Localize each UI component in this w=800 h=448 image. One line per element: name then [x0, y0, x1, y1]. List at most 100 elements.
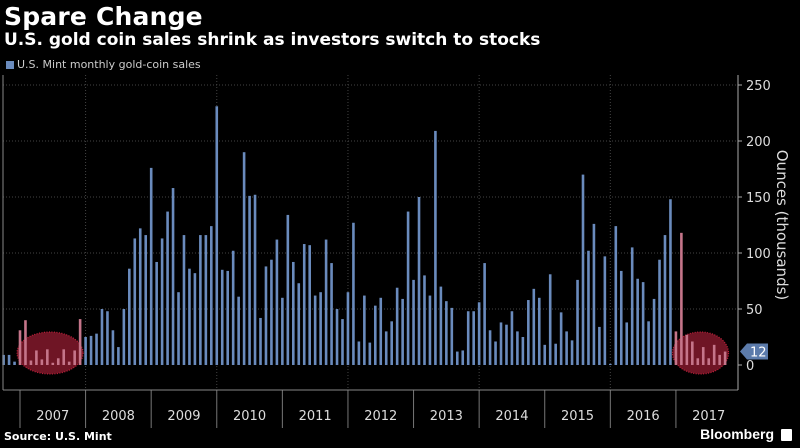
bar — [215, 106, 219, 365]
bar — [390, 321, 393, 365]
bar — [652, 298, 656, 365]
bar — [226, 270, 230, 365]
bar — [292, 261, 295, 365]
bar — [505, 324, 508, 365]
bar — [636, 278, 639, 365]
bar — [395, 287, 399, 365]
bar — [18, 330, 22, 365]
bar — [559, 312, 563, 365]
bar — [625, 322, 629, 365]
bar — [199, 235, 202, 365]
x-tick-label: 2012 — [364, 409, 397, 424]
bar — [62, 349, 66, 365]
bar — [133, 238, 137, 365]
y-tick-label: 200 — [746, 135, 771, 150]
bar — [603, 256, 607, 365]
x-tick-label: 2010 — [233, 409, 266, 424]
bar — [680, 232, 683, 365]
x-tick-label: 2013 — [430, 409, 463, 424]
bar — [516, 331, 519, 365]
bar — [373, 305, 377, 365]
x-tick-label: 2016 — [627, 409, 660, 424]
bar — [619, 270, 623, 365]
bar — [641, 282, 645, 365]
bar — [346, 292, 350, 365]
bar — [384, 331, 388, 365]
bar — [401, 298, 404, 365]
bar — [313, 295, 317, 365]
x-tick-label: 2017 — [692, 409, 725, 424]
y-tick-label: 50 — [746, 303, 763, 318]
legend-swatch — [6, 60, 14, 69]
bar — [297, 283, 301, 365]
bar — [275, 239, 279, 365]
bar — [417, 197, 421, 365]
bar — [89, 335, 93, 365]
legend-label: U.S. Mint monthly gold-coin sales — [17, 58, 201, 71]
y-tick-label: 0 — [746, 359, 754, 374]
bar — [67, 361, 71, 365]
bar — [122, 309, 126, 365]
bar — [696, 358, 700, 365]
bar — [155, 261, 158, 365]
bar — [510, 311, 514, 365]
bar — [537, 297, 541, 365]
bar — [461, 350, 465, 365]
bar — [428, 295, 432, 365]
bar — [609, 363, 612, 365]
bar — [46, 349, 49, 365]
bar — [2, 354, 5, 365]
bar — [630, 247, 634, 365]
bar — [669, 199, 672, 365]
bar — [302, 244, 306, 365]
chart-subtitle: U.S. gold coin sales shrink as investors… — [4, 30, 541, 50]
bar — [259, 317, 262, 365]
y-axis-label: Ounces (thousands) — [773, 150, 791, 301]
bar — [35, 350, 38, 365]
x-tick-label: 2014 — [495, 409, 528, 424]
bar — [691, 341, 694, 365]
bar — [466, 311, 470, 365]
highlight-circle-2007 — [16, 331, 84, 375]
bar — [78, 319, 82, 365]
bar — [13, 361, 16, 365]
y-tick-label: 100 — [746, 247, 771, 262]
y-tick-label: 250 — [746, 79, 771, 94]
bar — [521, 337, 525, 365]
bar — [270, 259, 273, 365]
bar — [177, 292, 180, 365]
bar — [308, 245, 311, 365]
bar — [581, 174, 585, 365]
bar — [445, 301, 448, 365]
bar — [248, 195, 251, 365]
bar — [494, 341, 497, 365]
bar — [242, 152, 246, 365]
bar — [29, 360, 33, 365]
bar — [128, 268, 131, 365]
bar — [455, 351, 459, 365]
bar — [160, 238, 164, 365]
bar — [231, 250, 235, 365]
bar — [56, 358, 60, 365]
bar — [701, 347, 705, 365]
bar — [166, 211, 169, 365]
bar — [335, 309, 339, 365]
legend: U.S. Mint monthly gold-coin sales — [6, 58, 201, 71]
bar — [570, 340, 574, 365]
bar — [565, 331, 568, 365]
x-tick-label: 2015 — [561, 409, 594, 424]
x-tick-label: 2008 — [102, 409, 135, 424]
bar — [614, 226, 618, 365]
bar — [543, 344, 547, 365]
bar — [357, 341, 361, 365]
bar — [450, 307, 454, 365]
bar — [264, 266, 268, 365]
bar — [483, 263, 486, 365]
bar — [658, 259, 661, 365]
bar — [406, 211, 410, 365]
bar — [723, 351, 727, 365]
bar — [587, 250, 590, 365]
bar — [7, 354, 11, 365]
bar — [182, 235, 186, 365]
x-tick-label: 2011 — [299, 409, 332, 424]
